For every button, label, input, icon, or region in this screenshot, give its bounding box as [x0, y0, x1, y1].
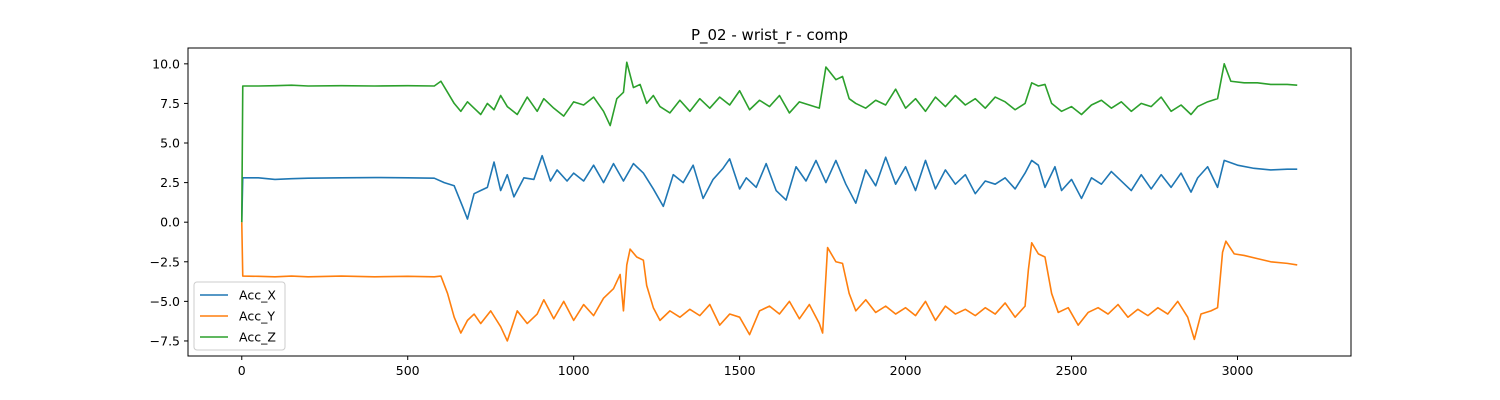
y-tick-label: 2.5	[160, 175, 180, 190]
series-line-acc-y	[240, 222, 1298, 342]
y-tick-label: 10.0	[152, 56, 180, 71]
legend-label-acc-x: Acc_X	[239, 288, 276, 303]
x-tick-label: 1000	[558, 363, 590, 378]
legend-box	[193, 281, 286, 351]
plot-frame	[187, 47, 1352, 357]
legend: Acc_X Acc_Y Acc_Z	[193, 281, 286, 351]
x-tick-label: 2000	[890, 363, 922, 378]
y-tick-label: −2.5	[150, 254, 180, 269]
y-tick-label: −5.0	[150, 294, 180, 309]
y-tick-label: −7.5	[150, 333, 180, 348]
legend-label-acc-z: Acc_Z	[239, 330, 276, 345]
series-group	[240, 61, 1298, 342]
plot-area: 0 500 1000 1500 2000 2500 3000 −7.5 −5.0 −2.5 0.0 2…	[150, 47, 1352, 378]
y-tick-label: 5.0	[160, 136, 180, 151]
x-tick-label: 3000	[1222, 363, 1254, 378]
y-tick-label: 0.0	[160, 215, 180, 230]
y-tick-label: 7.5	[160, 96, 180, 111]
series-line-acc-z	[240, 61, 1298, 223]
x-tick-label: 500	[396, 363, 420, 378]
series-line-acc-x	[240, 154, 1298, 223]
x-tick-label: 0	[238, 363, 246, 378]
legend-label-acc-y: Acc_Y	[239, 309, 275, 324]
x-tick-label: 2500	[1056, 363, 1088, 378]
x-tick-label: 1500	[724, 363, 756, 378]
chart-title: P_02 - wrist_r - comp	[691, 26, 848, 45]
